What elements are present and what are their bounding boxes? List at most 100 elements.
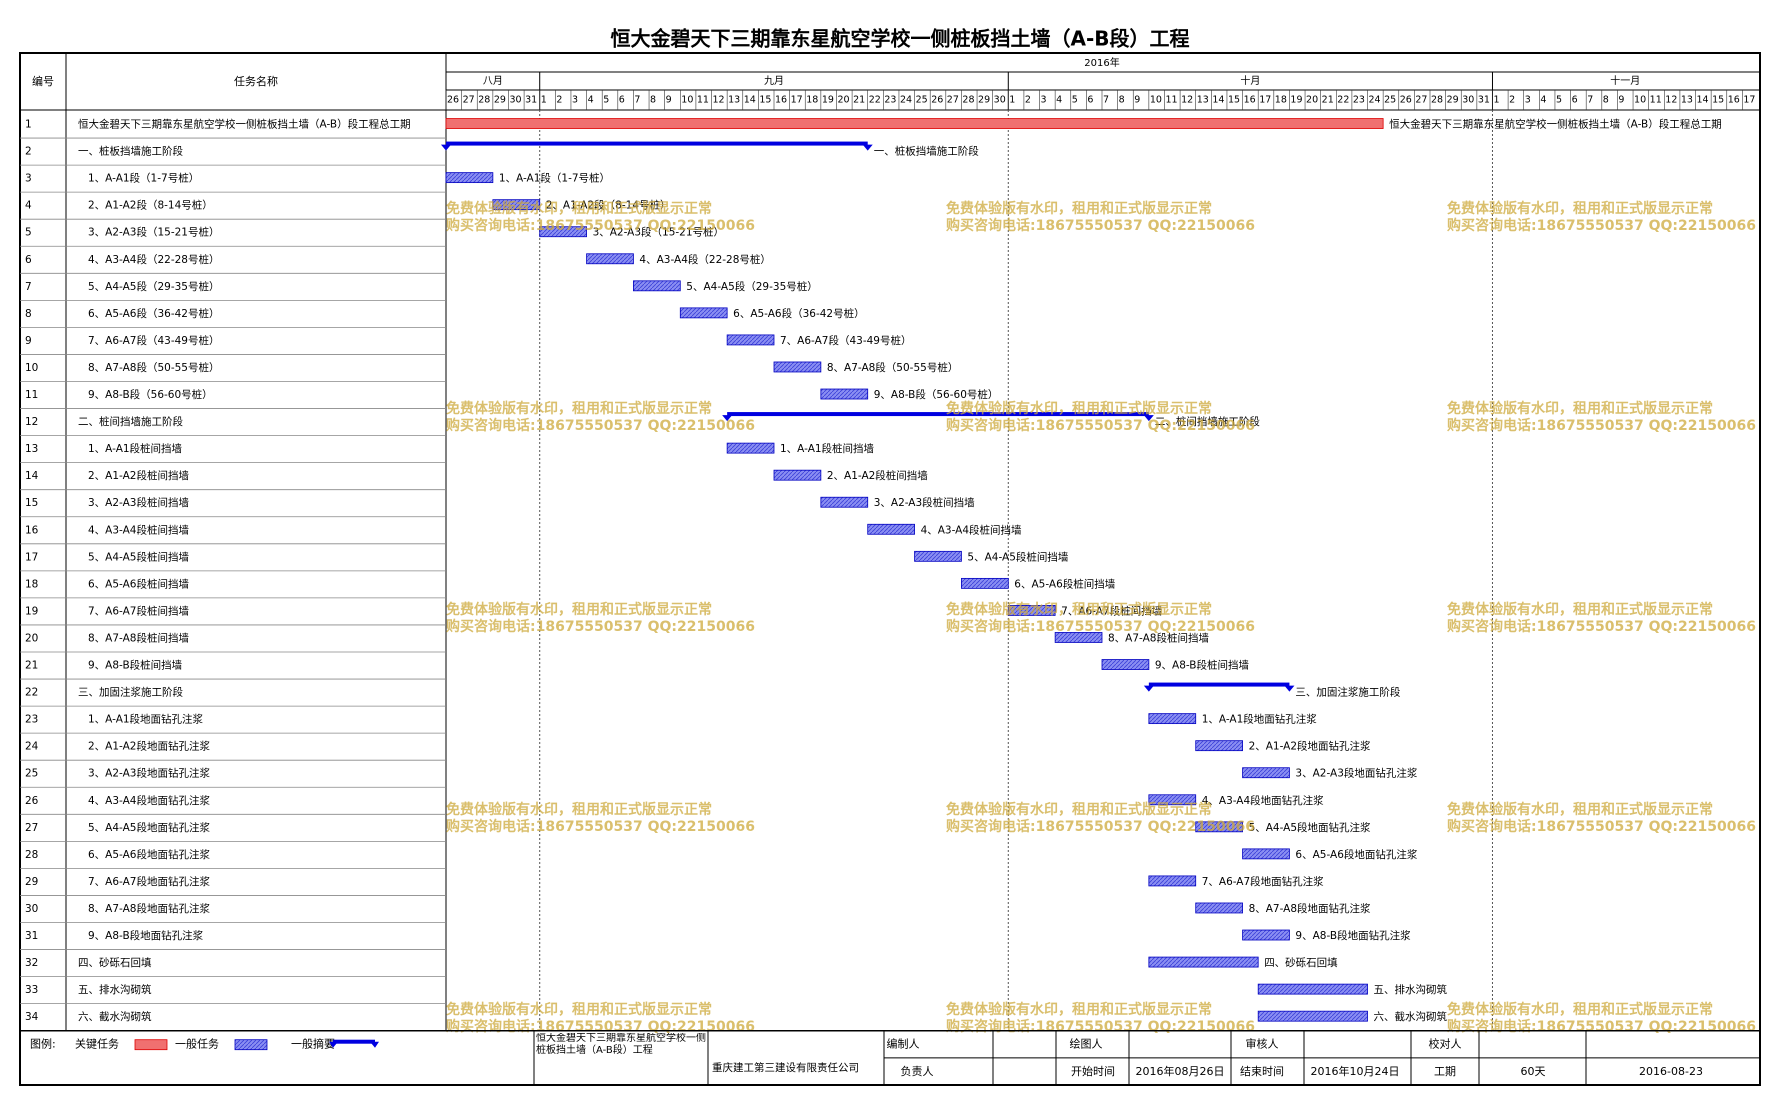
day-label: 20 xyxy=(837,95,849,106)
day-label: 18 xyxy=(1275,95,1287,106)
task-bar xyxy=(1195,902,1243,914)
day-label: 24 xyxy=(900,95,912,106)
watermark: 购买咨询电话:18675550537 QQ:22150066 xyxy=(1447,1018,1756,1035)
task-name: 恒大金碧天下三期靠东星航空学校一侧桩板挡土墙（A-B）段工程总工期 xyxy=(78,118,411,131)
bar-label: 2、A1-A2段（8-14号桩） xyxy=(546,199,671,212)
legend-label: 一般摘要 xyxy=(291,1037,335,1051)
day-label: 1 xyxy=(1009,95,1015,106)
task-name: 8、A7-A8段地面钻孔注浆 xyxy=(88,902,210,915)
task-name: 4、A3-A4段地面钻孔注浆 xyxy=(88,794,210,807)
day-label: 17 xyxy=(1743,95,1755,106)
day-label: 2 xyxy=(556,95,562,106)
bar-label: 3、A2-A3段（15-21号桩） xyxy=(593,226,724,239)
footer-label: 编制人 xyxy=(887,1037,920,1051)
task-bar xyxy=(1148,794,1197,806)
summary-cap xyxy=(1143,415,1154,422)
watermark: 免费体验版有水印，租用和正式版显示正常 xyxy=(446,601,712,618)
task-bar xyxy=(726,442,775,454)
legend-label: 一般任务 xyxy=(175,1038,219,1051)
day-label: 4 xyxy=(1056,95,1062,106)
day-label: 1 xyxy=(541,95,547,106)
task-id: 16 xyxy=(25,524,39,536)
watermark: 购买咨询电话:18675550537 QQ:22150066 xyxy=(1447,818,1756,835)
project-box: 恒大金碧天下三期靠东星航空学校一侧桩板挡土墙（A-B段）工程 xyxy=(536,1033,706,1056)
day-label: 7 xyxy=(1103,95,1109,106)
task-bar xyxy=(539,226,587,238)
day-label: 24 xyxy=(1369,95,1381,106)
day-label: 29 xyxy=(1447,95,1459,106)
month-label: 十月 xyxy=(1240,74,1260,87)
task-name: 7、A6-A7段桩间挡墙 xyxy=(88,604,189,617)
day-label: 8 xyxy=(1603,95,1609,106)
task-id: 1 xyxy=(25,119,32,131)
watermark: 购买咨询电话:18675550537 QQ:22150066 xyxy=(446,217,755,234)
task-name: 6、A5-A6段桩间挡墙 xyxy=(88,577,189,590)
task-id: 15 xyxy=(25,497,38,509)
month-label: 九月 xyxy=(764,75,784,87)
task-id: 28 xyxy=(25,849,38,861)
watermark: 购买咨询电话:18675550537 QQ:22150066 xyxy=(1447,217,1756,234)
bar-label: 9、A8-B段（56-60号桩） xyxy=(874,388,999,401)
watermark: 购买咨询电话:18675550537 QQ:22150066 xyxy=(446,818,755,835)
day-label: 30 xyxy=(994,95,1006,106)
day-label: 10 xyxy=(681,95,693,106)
footer-label: 绘图人 xyxy=(1070,1037,1103,1051)
task-id: 2 xyxy=(25,146,32,158)
bar-label: 9、A8-B段地面钻孔注浆 xyxy=(1295,929,1411,942)
bar-label: 六、截水沟砌筑 xyxy=(1374,1010,1448,1023)
task-id: 31 xyxy=(25,930,38,942)
task-name: 5、A4-A5段桩间挡墙 xyxy=(88,550,189,563)
task-name: 四、砂砾石回填 xyxy=(78,956,152,969)
day-label: 15 xyxy=(1712,95,1724,106)
task-name: 7、A6-A7段（43-49号桩） xyxy=(88,334,219,347)
day-label: 2 xyxy=(1025,95,1031,106)
task-id: 8 xyxy=(25,308,32,320)
bar-label: 4、A3-A4段（22-28号桩） xyxy=(639,253,770,266)
critical-bar xyxy=(445,118,1384,129)
bar-label: 一、桩板挡墙施工阶段 xyxy=(874,145,979,158)
bar-label: 3、A2-A3段桩间挡墙 xyxy=(874,496,975,509)
task-bar xyxy=(1148,956,1259,968)
task-id: 27 xyxy=(25,822,38,834)
bar-label: 9、A8-B段桩间挡墙 xyxy=(1155,659,1250,672)
task-id: 26 xyxy=(25,795,39,807)
day-label: 28 xyxy=(962,95,974,106)
task-id: 33 xyxy=(25,984,38,996)
bar-label: 三、加固注浆施工阶段 xyxy=(1295,686,1400,699)
task-bar xyxy=(1257,1010,1368,1022)
watermark: 免费体验版有水印，租用和正式版显示正常 xyxy=(446,1001,712,1018)
summary-bar xyxy=(1148,682,1290,687)
bar-label: 5、A4-A5段地面钻孔注浆 xyxy=(1249,821,1371,834)
task-id: 34 xyxy=(25,1011,39,1023)
task-bar xyxy=(445,172,494,184)
watermark: 免费体验版有水印，租用和正式版显示正常 xyxy=(946,601,1212,618)
task-name: 一、桩板挡墙施工阶段 xyxy=(78,145,183,158)
company: 重庆建工第三建设有限责任公司 xyxy=(712,1061,859,1074)
day-label: 14 xyxy=(744,95,756,106)
task-id: 9 xyxy=(25,335,32,347)
id-header: 编号 xyxy=(32,74,54,88)
task-id: 17 xyxy=(25,551,38,563)
bar-label: 7、A6-A7段桩间挡墙 xyxy=(1061,604,1162,617)
day-label: 9 xyxy=(1618,95,1624,106)
day-label: 8 xyxy=(650,95,656,106)
day-label: 3 xyxy=(1041,95,1047,106)
day-label: 23 xyxy=(884,95,896,106)
task-name: 6、A5-A6段地面钻孔注浆 xyxy=(88,848,210,861)
task-id: 4 xyxy=(25,200,32,212)
day-label: 10 xyxy=(1634,95,1646,106)
bar-label: 1、A-A1段（1-7号桩） xyxy=(499,172,610,185)
name-header: 任务名称 xyxy=(234,74,278,88)
task-id: 30 xyxy=(25,903,38,915)
footer-label: 校对人 xyxy=(1429,1037,1462,1051)
task-name: 5、A4-A5段（29-35号桩） xyxy=(88,280,219,293)
task-id: 18 xyxy=(25,578,38,590)
day-label: 11 xyxy=(1165,95,1177,106)
bar-label: 5、A4-A5段（29-35号桩） xyxy=(686,280,817,293)
day-label: 3 xyxy=(1525,95,1531,106)
footer-cell: 2016年08月26日 xyxy=(1136,1064,1225,1078)
task-id: 5 xyxy=(25,227,32,239)
legend-swatch xyxy=(134,1039,168,1051)
bar-label: 四、砂砾石回填 xyxy=(1264,956,1338,969)
day-label: 14 xyxy=(1697,95,1709,106)
